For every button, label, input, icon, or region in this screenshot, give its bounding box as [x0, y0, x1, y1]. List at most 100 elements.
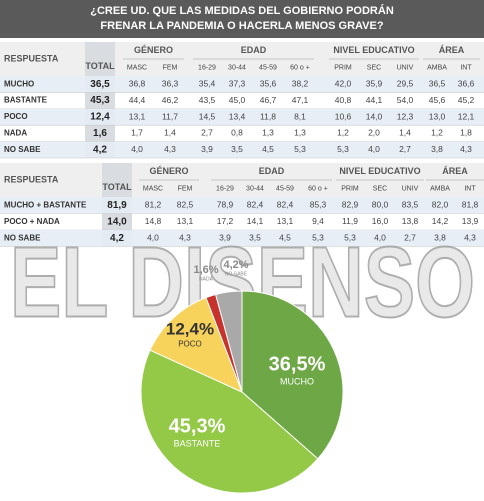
- cell: 3,5: [231, 144, 243, 154]
- slice-category-label: POCO: [178, 340, 202, 349]
- cell: 45,0: [229, 95, 246, 105]
- row-label: NADA: [4, 129, 27, 138]
- cell: 78,9: [217, 200, 234, 210]
- row-total: 4,2: [110, 233, 124, 244]
- cell: 2,7: [399, 144, 411, 154]
- cell: 4,3: [164, 144, 176, 154]
- row-total: 81,9: [107, 200, 127, 211]
- row-label: NO SABE: [4, 145, 41, 154]
- cell: 4,0: [131, 144, 143, 154]
- column-header: SEC: [367, 64, 381, 71]
- cell: 45,2: [458, 95, 475, 105]
- cell: 1,3: [262, 128, 274, 138]
- cell: 36,8: [129, 78, 146, 88]
- cell: 13,4: [229, 111, 246, 121]
- title-band: [0, 0, 484, 38]
- row-label: BASTANTE: [4, 96, 48, 105]
- cell: 3,8: [434, 233, 446, 243]
- cell: 13,0: [429, 111, 446, 121]
- cell: 1,3: [294, 128, 306, 138]
- cell: 13,1: [277, 216, 294, 226]
- row-label: POCO: [4, 112, 28, 121]
- group-header: EDAD: [241, 45, 267, 55]
- cell: 81,8: [462, 200, 479, 210]
- cell: 13,1: [129, 111, 146, 121]
- cell: 42,0: [335, 78, 352, 88]
- slice-value-label: 1,6%: [193, 264, 218, 276]
- column-header: PRIM: [334, 64, 352, 71]
- cell: 82,4: [277, 200, 294, 210]
- cell: 5,3: [344, 233, 356, 243]
- cell: 1,8: [460, 128, 472, 138]
- column-header: FEM: [163, 64, 178, 71]
- cell: 12,1: [458, 111, 475, 121]
- column-header: AMBA: [427, 64, 447, 71]
- cell: 14,0: [366, 111, 383, 121]
- slice-category-label: NO SABE: [225, 272, 248, 278]
- column-header: UNIV: [397, 64, 414, 71]
- cell: 4,5: [262, 144, 274, 154]
- cell: 82,9: [342, 200, 359, 210]
- cell: 4,0: [147, 233, 159, 243]
- slice-category-label: BASTANTE: [174, 438, 221, 448]
- row-bg: [0, 76, 484, 93]
- row-total: 12,4: [90, 112, 110, 123]
- cell: 2,0: [368, 128, 380, 138]
- total-header: TOTAL: [85, 61, 115, 71]
- cell: 43,5: [199, 95, 216, 105]
- cell: 81,2: [145, 200, 162, 210]
- cell: 14,8: [145, 216, 162, 226]
- column-header: FEM: [178, 185, 193, 192]
- cell: 13,1: [177, 216, 194, 226]
- cell: 3,5: [249, 233, 261, 243]
- cell: 44,4: [129, 95, 146, 105]
- cell: 82,4: [247, 200, 264, 210]
- cell: 82,5: [177, 200, 194, 210]
- cell: 1,2: [337, 128, 349, 138]
- cell: 17,2: [217, 216, 234, 226]
- cell: 1,4: [399, 128, 411, 138]
- cell: 3,9: [219, 233, 231, 243]
- group-header: ÁREA: [442, 166, 468, 176]
- column-header: 30-44: [228, 64, 246, 71]
- row-label: MUCHO: [4, 79, 34, 88]
- cell: 1,2: [431, 128, 443, 138]
- pie-slice: [149, 296, 243, 393]
- slice-value-label: 12,4%: [166, 319, 214, 338]
- row-label: NO SABE: [4, 233, 41, 242]
- group-header: ÁREA: [439, 45, 465, 55]
- cell: 4,0: [374, 233, 386, 243]
- column-header: INT: [464, 185, 476, 192]
- cell: 35,9: [366, 78, 383, 88]
- column-header: 60 o +: [290, 64, 310, 71]
- cell: 5,3: [337, 144, 349, 154]
- cell: 10,6: [335, 111, 352, 121]
- pie-slice: [215, 290, 243, 393]
- cell: 82,0: [432, 200, 449, 210]
- cell: 45,6: [429, 95, 446, 105]
- slice-value-label: 36,5%: [269, 353, 326, 375]
- cell: 16,0: [372, 216, 389, 226]
- title-line: ¿CREE UD. QUE LAS MEDIDAS DEL GOBIERNO P…: [90, 4, 394, 17]
- row-bg: [0, 230, 484, 247]
- row-label: MUCHO + BASTANTE: [4, 200, 87, 209]
- group-header: NIVEL EDUCATIVO: [333, 45, 414, 55]
- column-header: 30-44: [246, 185, 264, 192]
- column-header: 60 o +: [308, 185, 328, 192]
- cell: 35,4: [199, 78, 216, 88]
- row-total: 1,6: [93, 128, 107, 139]
- cell: 40,8: [335, 95, 352, 105]
- column-header: INT: [460, 64, 472, 71]
- cell: 2,7: [404, 233, 416, 243]
- column-header: MASC: [127, 64, 147, 71]
- cell: 37,3: [229, 78, 246, 88]
- column-header: AMBA: [430, 185, 450, 192]
- cell: 85,3: [310, 200, 327, 210]
- cell: 4,5: [279, 233, 291, 243]
- row-bg: [0, 108, 484, 126]
- slice-value-label: 4,2%: [223, 259, 248, 271]
- total-col-bg: [85, 42, 115, 158]
- slice-category-label: NADA: [199, 277, 214, 283]
- cell: 47,1: [292, 95, 309, 105]
- group-header: NIVEL EDUCATIVO: [339, 166, 420, 176]
